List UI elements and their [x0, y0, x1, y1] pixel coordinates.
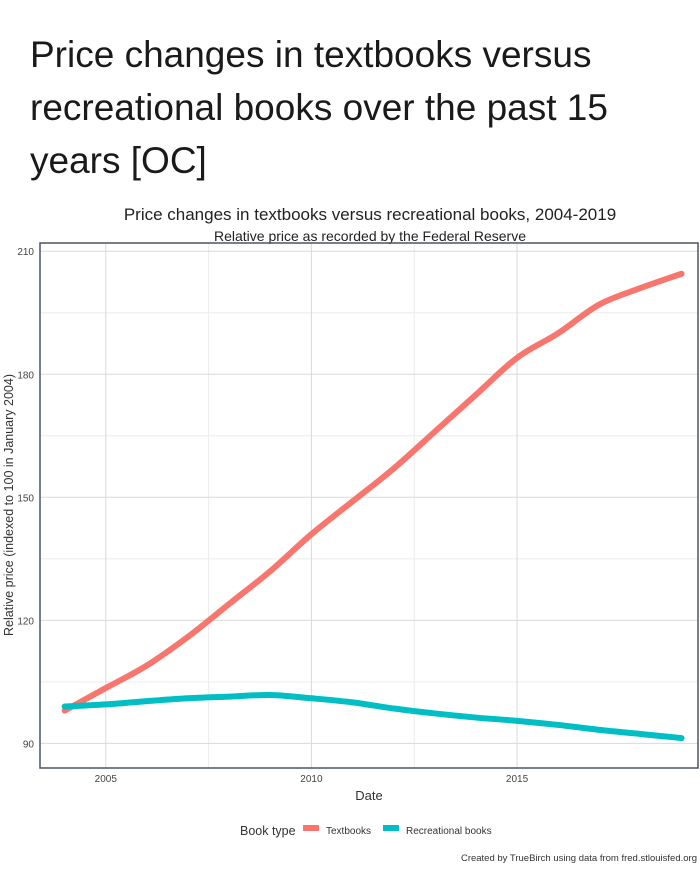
data-point-textbooks	[308, 531, 314, 537]
data-point-recreational	[267, 692, 273, 698]
series-line-textbooks	[61, 270, 685, 714]
data-point-recreational	[514, 718, 520, 724]
data-point-recreational	[185, 695, 191, 701]
data-point-textbooks	[267, 568, 273, 574]
x-tick-label: 2015	[506, 774, 529, 785]
chart-subtitle: Relative price as recorded by the Federa…	[214, 228, 526, 244]
data-point-recreational	[103, 701, 109, 707]
y-tick-label: 90	[23, 739, 35, 750]
data-point-recreational	[308, 695, 314, 701]
data-point-textbooks	[514, 355, 520, 361]
legend-label-recreational: Recreational books	[406, 826, 492, 837]
data-point-recreational	[555, 722, 561, 728]
y-axis-label: Relative price (indexed to 100 in Januar…	[2, 374, 16, 636]
y-tick-label: 150	[17, 493, 34, 504]
data-point-textbooks	[679, 271, 685, 277]
data-point-recreational	[473, 715, 479, 721]
data-point-textbooks	[226, 601, 232, 607]
x-axis-label: Date	[355, 788, 382, 803]
data-point-recreational	[637, 731, 643, 737]
data-point-textbooks	[432, 429, 438, 435]
data-point-recreational	[432, 710, 438, 716]
data-point-textbooks	[391, 466, 397, 472]
data-point-recreational	[679, 735, 685, 741]
data-point-recreational	[350, 699, 356, 705]
data-point-textbooks	[144, 662, 150, 668]
x-tick-label: 2005	[95, 774, 118, 785]
data-point-textbooks	[596, 302, 602, 308]
x-tick-label: 2010	[300, 774, 323, 785]
data-point-textbooks	[637, 285, 643, 291]
legend: Book type Textbooks Recreational books	[240, 824, 492, 838]
data-point-textbooks	[350, 498, 356, 504]
data-point-textbooks	[103, 685, 109, 691]
legend-label-textbooks: Textbooks	[326, 826, 371, 837]
data-point-textbooks	[185, 634, 191, 640]
y-tick-label: 180	[17, 370, 34, 381]
data-point-textbooks	[555, 330, 561, 336]
chart-title: Price changes in textbooks versus recrea…	[124, 205, 616, 224]
legend-key-recreational	[383, 825, 399, 831]
legend-title: Book type	[240, 824, 296, 838]
plot-border	[39, 242, 699, 769]
data-point-recreational	[596, 727, 602, 733]
y-tick-label: 120	[17, 616, 34, 627]
data-point-recreational	[226, 694, 232, 700]
data-point-recreational	[62, 703, 68, 709]
legend-key-textbooks	[303, 825, 319, 831]
series-line-recreational	[61, 691, 685, 742]
data-point-textbooks	[473, 392, 479, 398]
data-point-recreational	[144, 698, 150, 704]
y-tick-label: 210	[17, 247, 34, 258]
caption: Created by TrueBirch using data from fre…	[461, 853, 697, 864]
post-title: Price changes in textbooks versus recrea…	[30, 34, 608, 181]
data-point-recreational	[391, 706, 397, 712]
